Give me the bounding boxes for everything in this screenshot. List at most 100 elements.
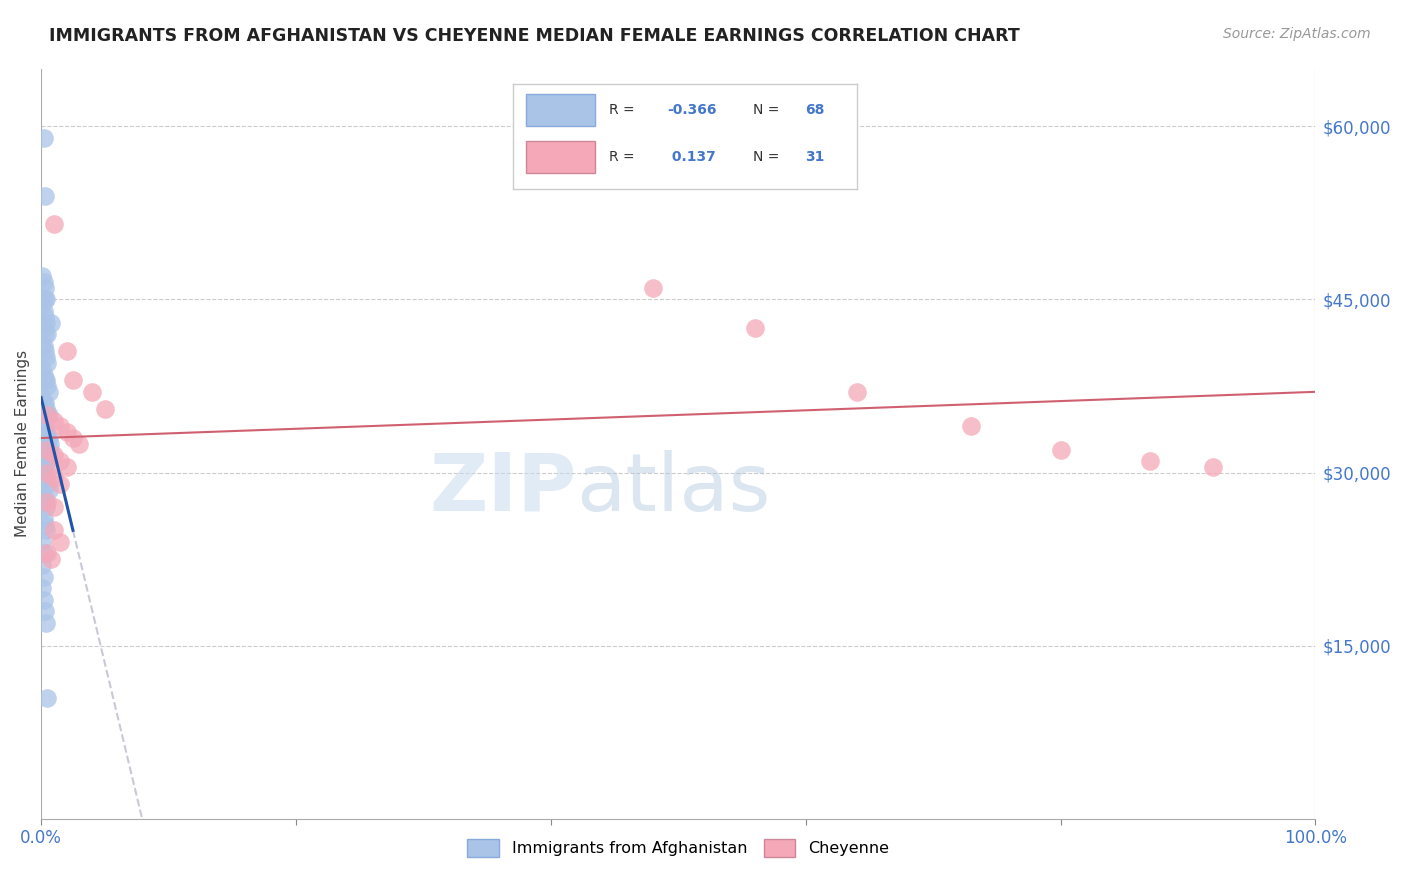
Point (37, 442, 59, 457)
Point (32, 489, 55, 503)
Point (31, 298, 53, 312)
Point (49, 535, 72, 549)
Point (37, 477, 59, 491)
Point (34, 344, 56, 359)
Point (35, 425, 58, 440)
Point (35, 373, 58, 387)
Point (62, 431, 84, 445)
Point (42, 500, 65, 515)
Point (34, 494, 56, 508)
Point (34, 466, 56, 480)
Point (34, 281, 56, 295)
Point (37, 431, 59, 445)
Point (37, 379, 59, 393)
Point (35, 350, 58, 364)
Point (35, 524, 58, 538)
Legend: Immigrants from Afghanistan, Cheyenne: Immigrants from Afghanistan, Cheyenne (461, 832, 896, 863)
Point (35, 471, 58, 485)
Point (31, 338, 53, 352)
Point (34, 327, 56, 342)
Point (31, 391, 53, 405)
Point (42, 524, 65, 538)
Point (1139, 454, 1161, 468)
Point (49, 477, 72, 491)
Point (94, 402, 117, 417)
Point (32, 275, 55, 289)
Point (31, 558, 53, 572)
Point (37, 356, 59, 370)
Point (37, 547, 59, 561)
Point (39, 316, 62, 330)
Point (32, 419, 55, 434)
Point (35, 431, 58, 445)
Point (32, 368, 55, 382)
Point (35, 402, 58, 417)
Point (62, 373, 84, 387)
Y-axis label: Median Female Earnings: Median Female Earnings (15, 351, 30, 537)
Point (34, 517, 56, 532)
Point (80, 384, 103, 399)
Point (37, 408, 59, 422)
Point (39, 442, 62, 457)
Point (42, 218, 65, 232)
Point (32, 321, 55, 335)
Point (34, 310, 56, 324)
Point (34, 188, 56, 202)
Point (37, 690, 59, 705)
Point (641, 281, 664, 295)
Point (35, 454, 58, 468)
Point (31, 316, 53, 330)
Point (38, 384, 60, 399)
Point (42, 471, 65, 485)
Point (35, 500, 58, 515)
Point (1202, 459, 1225, 474)
Point (32, 304, 55, 318)
Point (32, 396, 55, 410)
Point (39, 437, 62, 451)
Point (31, 293, 53, 307)
Point (31, 361, 53, 376)
Point (31, 269, 53, 284)
Point (960, 419, 983, 434)
Point (845, 384, 868, 399)
Text: IMMIGRANTS FROM AFGHANISTAN VS CHEYENNE MEDIAN FEMALE EARNINGS CORRELATION CHART: IMMIGRANTS FROM AFGHANISTAN VS CHEYENNE … (49, 27, 1019, 45)
Point (55, 344, 77, 359)
Point (34, 604, 56, 618)
Point (31, 581, 53, 595)
Point (34, 373, 56, 387)
Point (34, 293, 56, 307)
Point (37, 454, 59, 468)
Point (67, 437, 90, 451)
Point (32, 338, 55, 352)
Text: ZIP: ZIP (429, 450, 576, 528)
Point (31, 535, 53, 549)
Point (55, 425, 77, 440)
Point (55, 459, 77, 474)
Point (32, 512, 55, 526)
Point (32, 569, 55, 583)
Point (34, 396, 56, 410)
Text: Source: ZipAtlas.com: Source: ZipAtlas.com (1223, 27, 1371, 41)
Point (39, 552, 62, 566)
Point (35, 316, 58, 330)
Point (38, 408, 60, 422)
Point (32, 130, 55, 145)
Point (34, 448, 56, 462)
Point (37, 494, 59, 508)
Point (37, 327, 59, 342)
Point (37, 466, 59, 480)
Point (49, 419, 72, 434)
Point (31, 414, 53, 428)
Point (1049, 442, 1071, 457)
Point (31, 442, 53, 457)
Point (32, 459, 55, 474)
Point (35, 293, 58, 307)
Point (32, 547, 55, 561)
Point (34, 419, 56, 434)
Text: atlas: atlas (576, 450, 770, 528)
Point (32, 442, 55, 457)
Point (32, 592, 55, 607)
Point (37, 408, 59, 422)
Point (42, 414, 65, 428)
Point (744, 321, 766, 335)
